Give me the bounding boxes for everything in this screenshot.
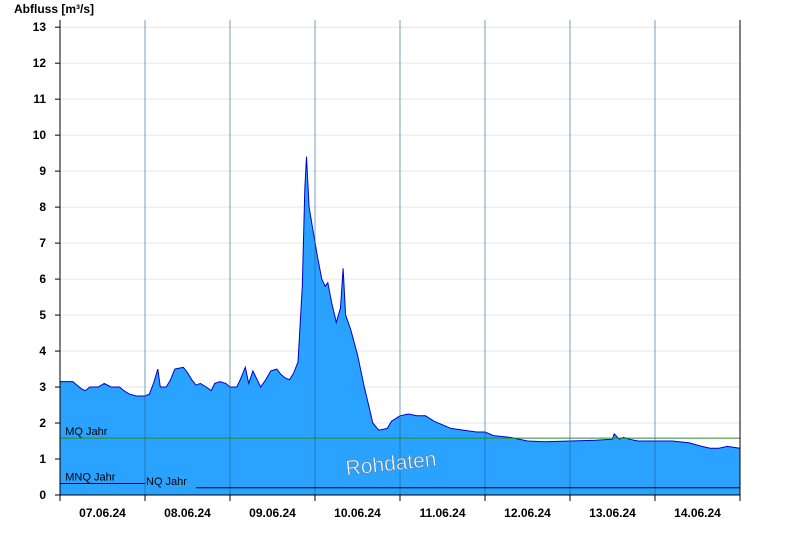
- y-tick-label: 12: [33, 56, 47, 70]
- y-tick-label: 1: [39, 452, 46, 466]
- discharge-line: [60, 156, 741, 449]
- x-tick-label: 12.06.24: [504, 506, 551, 520]
- y-tick-label: 8: [39, 200, 46, 214]
- y-tick-label: 4: [39, 344, 46, 358]
- x-tick-label: 07.06.24: [79, 506, 126, 520]
- y-tick-label: 10: [33, 128, 47, 142]
- y-tick-label: 6: [39, 272, 46, 286]
- y-tick-label: 5: [39, 308, 46, 322]
- y-tick-label: 3: [39, 380, 46, 394]
- x-tick-label: 13.06.24: [589, 506, 636, 520]
- y-axis-label: Abfluss [m³/s]: [14, 2, 94, 16]
- reference-line-label: NQ Jahr: [146, 476, 187, 488]
- reference-lines: MQ Jahr MNQ Jahr NQ Jahr: [60, 426, 740, 489]
- x-tick-label: 09.06.24: [249, 506, 296, 520]
- x-axis-ticks: 07.06.24 08.06.24 09.06.24 10.06.24 11.06.24…: [59, 495, 741, 520]
- x-tick-label: 11.06.24: [419, 506, 465, 520]
- y-tick-label: 9: [39, 164, 46, 178]
- y-tick-label: 7: [39, 236, 46, 250]
- x-tick-label: 14.06.24: [674, 506, 721, 520]
- reference-line-label: MQ Jahr: [65, 426, 108, 438]
- x-tick-label: 10.06.24: [334, 506, 381, 520]
- y-tick-label: 0: [39, 488, 46, 502]
- reference-line-label: MNQ Jahr: [65, 471, 115, 483]
- y-tick-label: 11: [33, 92, 46, 106]
- y-tick-label: 13: [33, 20, 47, 34]
- day-boundary-lines: [144, 20, 656, 495]
- y-tick-label: 2: [39, 416, 46, 430]
- x-tick-label: 08.06.24: [164, 506, 211, 520]
